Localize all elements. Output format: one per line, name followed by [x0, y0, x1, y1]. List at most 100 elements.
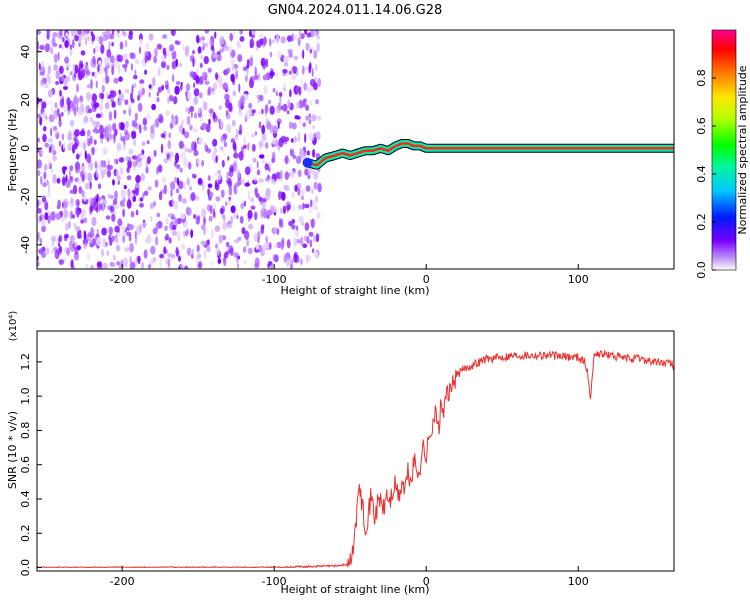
noise-blob — [83, 195, 87, 202]
noise-blob — [204, 141, 208, 151]
noise-blob — [75, 161, 80, 171]
noise-blob — [116, 169, 119, 179]
noise-blob — [220, 119, 225, 129]
noise-blob — [302, 243, 308, 249]
noise-blob — [69, 210, 73, 220]
noise-blob — [234, 182, 240, 188]
noise-blob — [258, 72, 261, 80]
noise-blob — [146, 234, 152, 244]
noise-blob — [40, 79, 44, 87]
noise-blob — [259, 33, 264, 38]
noise-blob — [167, 258, 171, 268]
colorbar: 0.0 0.2 0.4 0.6 0.8 Normalized spectral ampl… — [695, 29, 749, 279]
noise-blob — [107, 194, 112, 199]
x-tick-label: -200 — [110, 273, 135, 286]
noise-blob — [277, 102, 281, 111]
noise-blob — [281, 191, 286, 201]
noise-blob — [37, 234, 40, 241]
noise-blob — [242, 66, 248, 72]
noise-blob — [226, 171, 229, 181]
noise-blob — [199, 62, 203, 68]
noise-blob — [150, 245, 156, 255]
noise-blob — [80, 210, 84, 221]
spectrogram-y-ticks: -40 -20 0 20 40 — [19, 45, 42, 254]
noise-blob — [264, 163, 270, 171]
noise-blob — [61, 95, 64, 106]
noise-blob — [142, 192, 145, 199]
noise-blob — [286, 257, 290, 267]
noise-blob — [292, 122, 297, 130]
noise-blob — [164, 80, 168, 86]
noise-blob — [122, 144, 127, 151]
noise-blob — [69, 119, 75, 127]
noise-blob — [116, 231, 121, 237]
noise-blob — [305, 115, 309, 121]
noise-blob — [240, 178, 245, 185]
snr-x-ticks: -200 -100 0 100 — [110, 566, 589, 588]
noise-blob — [156, 43, 162, 50]
noise-blob — [293, 34, 299, 41]
noise-blob — [210, 261, 214, 267]
noise-blob — [131, 119, 136, 128]
noise-blob — [50, 47, 54, 55]
noise-blob — [70, 197, 74, 205]
noise-blob — [102, 238, 107, 248]
noise-blob — [125, 59, 129, 65]
noise-blob — [77, 70, 84, 81]
noise-blob — [313, 181, 319, 190]
signal-track-line — [307, 142, 674, 167]
noise-blob — [196, 34, 200, 44]
noise-blob — [189, 105, 195, 113]
noise-blob — [258, 110, 261, 115]
noise-blob — [187, 91, 192, 101]
noise-blob — [114, 190, 118, 200]
noise-blob — [269, 242, 272, 248]
noise-blob — [139, 223, 142, 234]
noise-blob — [251, 133, 256, 138]
noise-blob — [100, 98, 104, 104]
noise-blob — [120, 136, 126, 142]
noise-blob — [64, 233, 69, 239]
noise-blob — [80, 219, 84, 224]
noise-blob — [266, 215, 270, 219]
noise-blob — [172, 254, 176, 259]
noise-blob — [129, 256, 132, 266]
noise-blob — [118, 76, 123, 82]
noise-blob — [124, 247, 130, 252]
noise-blob — [225, 99, 230, 109]
noise-blob — [98, 70, 102, 76]
y-tick-label: 0.0 — [19, 559, 32, 577]
noise-blob — [169, 44, 175, 52]
noise-blob — [95, 169, 99, 178]
noise-blob — [41, 224, 46, 233]
y-tick-label: -20 — [19, 188, 32, 206]
noise-blob — [284, 136, 290, 142]
noise-blob — [109, 261, 113, 267]
noise-blob — [75, 153, 80, 160]
noise-blob — [39, 237, 42, 245]
noise-blob — [191, 248, 194, 257]
noise-blob — [66, 143, 73, 149]
noise-blob — [221, 213, 226, 219]
noise-blob — [214, 31, 217, 39]
noise-blob — [314, 251, 319, 259]
noise-blob — [251, 143, 256, 152]
noise-blob — [253, 232, 259, 242]
noise-blob — [52, 174, 57, 184]
noise-blob — [95, 207, 99, 214]
noise-blob — [226, 86, 230, 92]
noise-blob — [188, 186, 193, 191]
noise-blob — [175, 246, 179, 257]
noise-blob — [130, 211, 135, 218]
noise-blob — [69, 176, 74, 181]
noise-blob — [50, 211, 56, 221]
noise-blob — [143, 249, 148, 259]
noise-blob — [108, 111, 113, 121]
colorbar-ticks: 0.0 0.2 0.4 0.6 0.8 — [695, 69, 716, 279]
noise-blob — [126, 89, 130, 94]
noise-blob — [196, 252, 202, 260]
noise-blob — [88, 237, 92, 246]
noise-blob — [117, 218, 123, 227]
noise-blob — [217, 175, 222, 181]
noise-blob — [72, 39, 75, 49]
